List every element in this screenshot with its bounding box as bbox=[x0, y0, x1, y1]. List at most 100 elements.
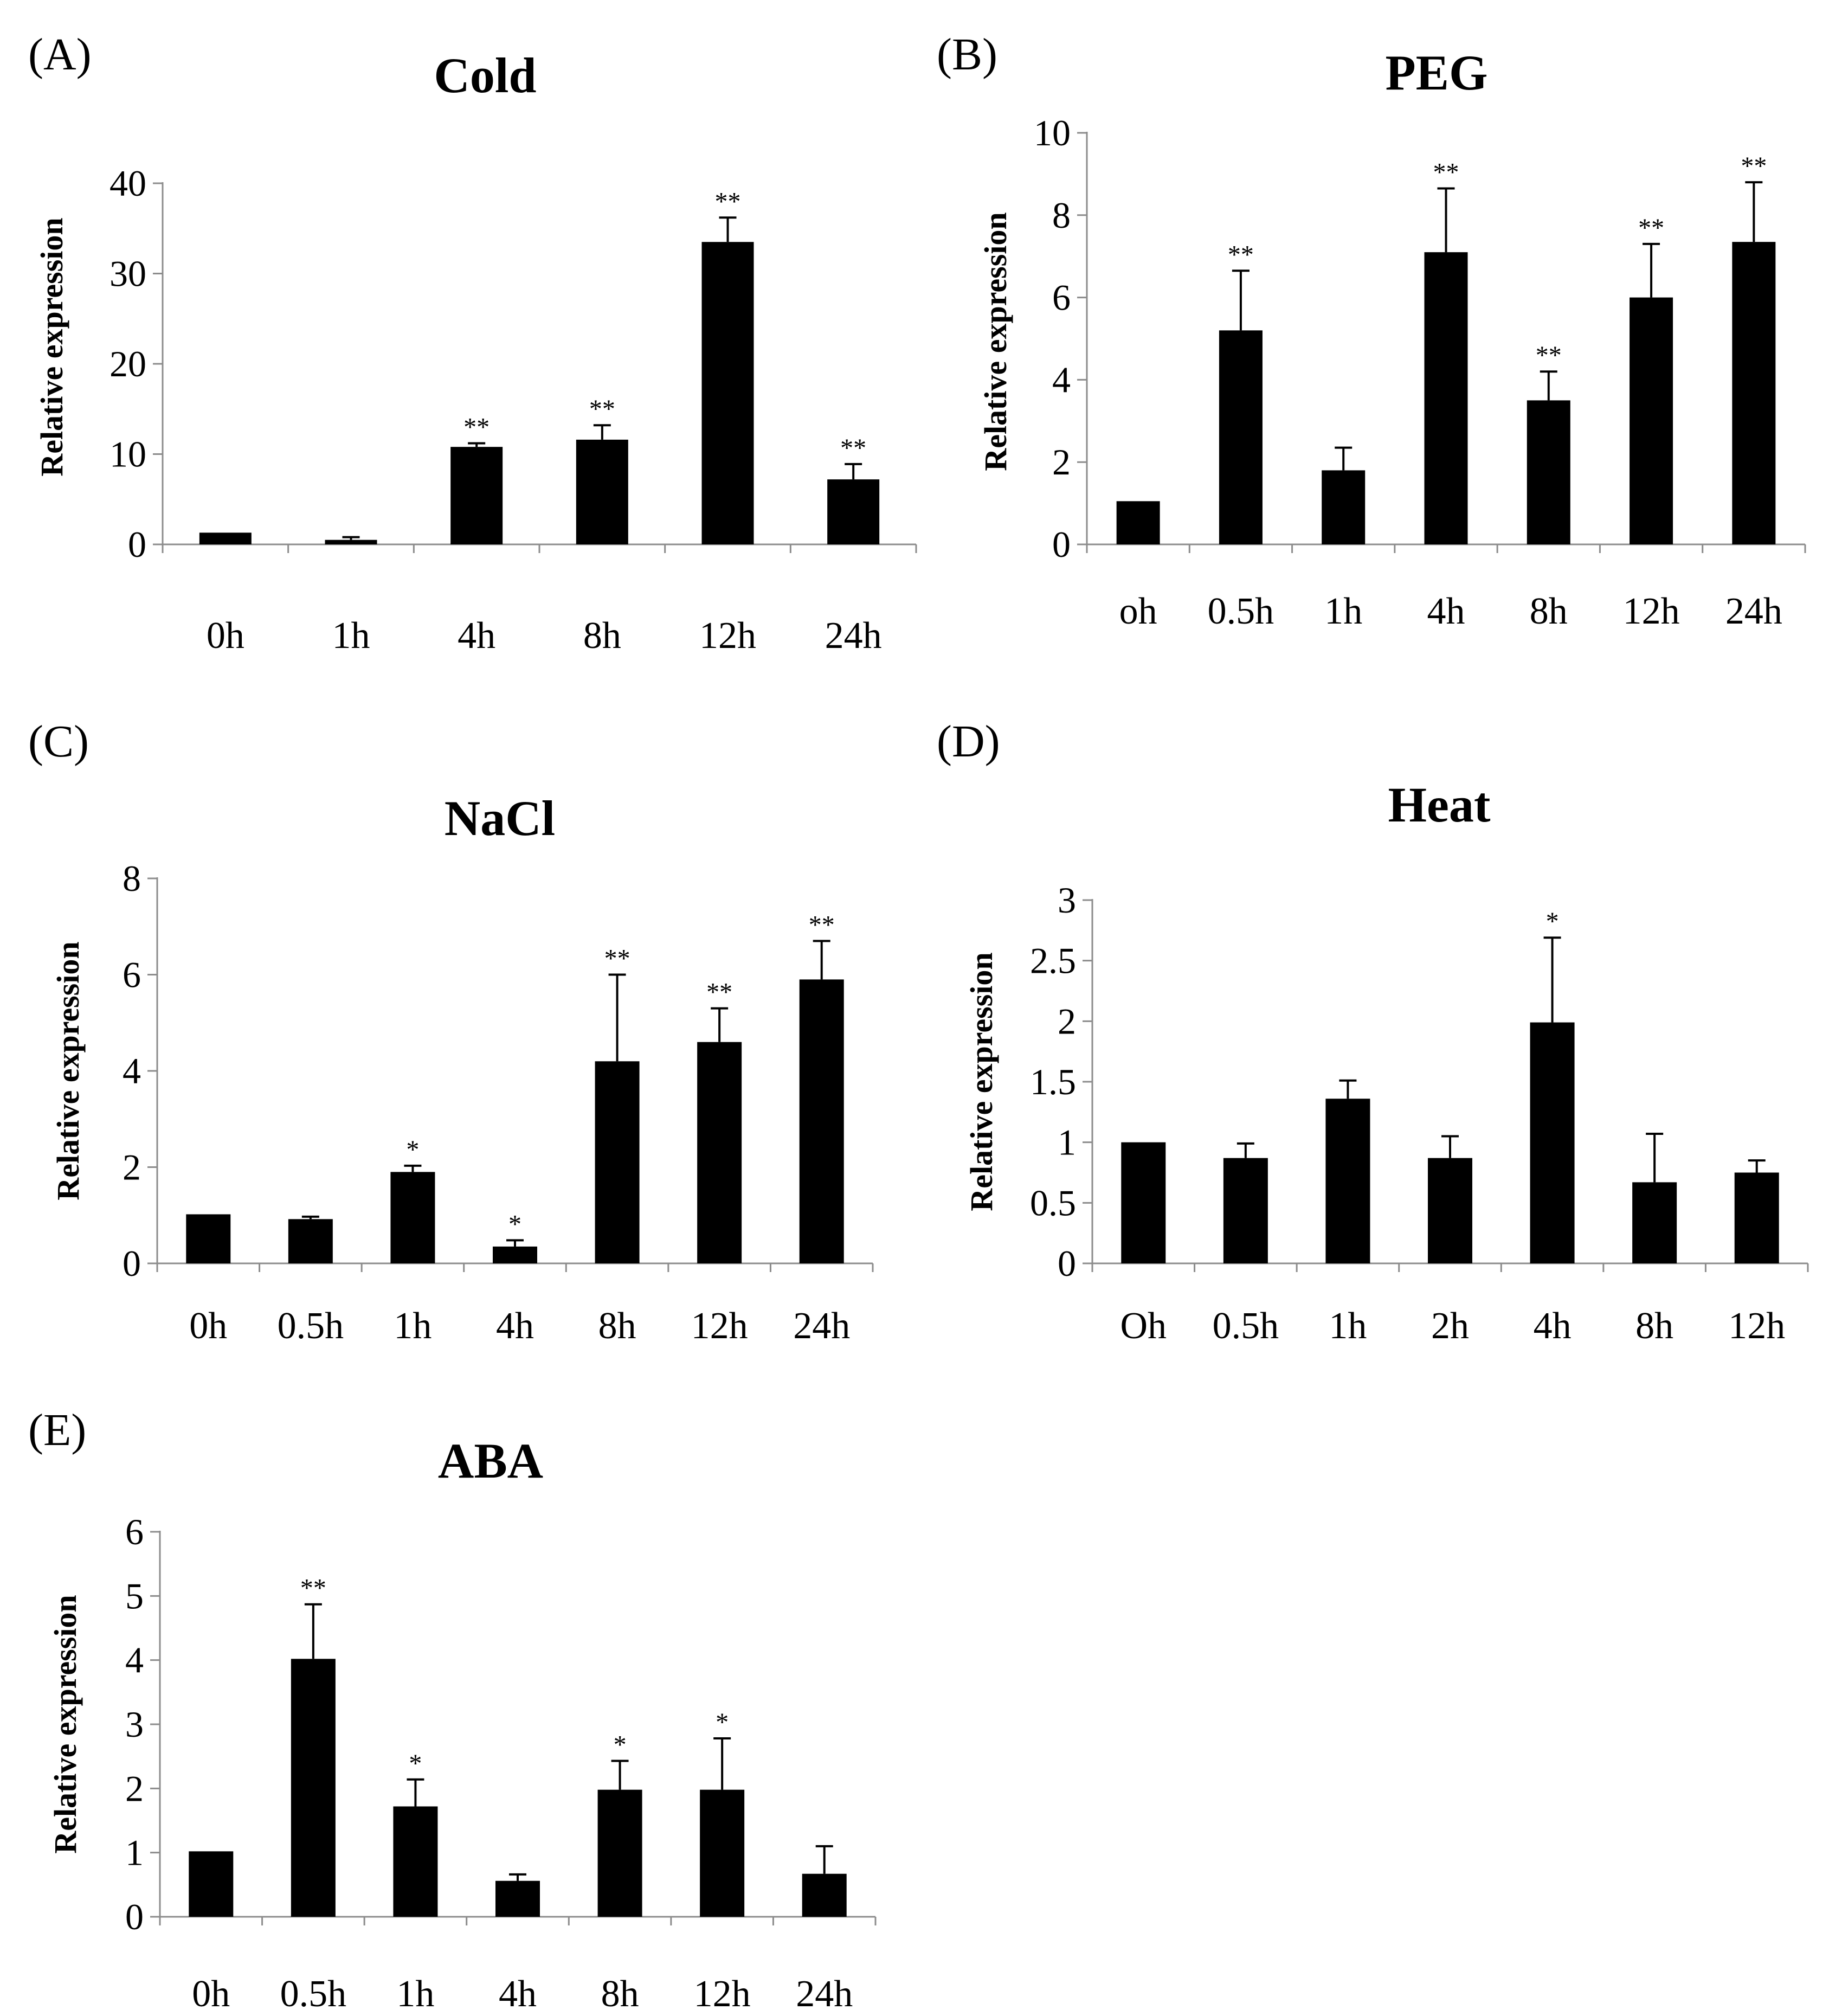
significance-marker: * bbox=[716, 1708, 729, 1737]
y-tick-label: 1 bbox=[1058, 1122, 1076, 1163]
significance-marker: ** bbox=[300, 1574, 326, 1603]
x-tick-label: 24h bbox=[1725, 590, 1782, 632]
y-tick-label: 10 bbox=[1034, 112, 1071, 153]
panel-peg: (B) PEG Relative expression 0 2 4 6 8 10 oh ** 0.5h… bbox=[937, 29, 1806, 632]
bar-0.5h bbox=[291, 1659, 336, 1917]
significance-marker: * bbox=[614, 1730, 627, 1759]
y-axis-label: Relative expression bbox=[50, 941, 86, 1200]
x-tick-label: 12h bbox=[1728, 1305, 1785, 1347]
x-tick-label: 12h bbox=[699, 615, 756, 657]
y-tick-label: 8 bbox=[1052, 195, 1071, 236]
y-tick-label: 20 bbox=[110, 343, 146, 384]
significance-marker: * bbox=[508, 1210, 521, 1238]
x-tick-label: 0h bbox=[189, 1305, 227, 1347]
y-tick-label: 2 bbox=[125, 1768, 144, 1809]
significance-marker: ** bbox=[589, 395, 615, 423]
panel-cold: (A) Cold Relative expression 0 10 20 30 40 0h 1h *… bbox=[28, 29, 917, 657]
x-tick-label: 8h bbox=[598, 1305, 636, 1347]
bar-24h bbox=[799, 979, 844, 1263]
bar-4h bbox=[450, 447, 503, 544]
bar-8h bbox=[1527, 400, 1570, 544]
significance-marker: ** bbox=[604, 945, 630, 973]
x-tick-label: oh bbox=[1119, 590, 1157, 632]
panel-label: (C) bbox=[28, 716, 89, 767]
x-tick-label: 12h bbox=[1623, 590, 1680, 632]
y-tick-label: 1 bbox=[125, 1832, 144, 1873]
chart-title: ABA bbox=[438, 1433, 543, 1488]
significance-marker: ** bbox=[1536, 341, 1562, 370]
y-tick-label: 0 bbox=[128, 524, 146, 565]
bar-4h bbox=[493, 1246, 537, 1263]
bar-4h bbox=[1424, 252, 1468, 544]
y-tick-label: 3 bbox=[1058, 879, 1076, 921]
significance-marker: ** bbox=[706, 978, 732, 1007]
x-tick-label: 24h bbox=[796, 1973, 853, 2015]
y-tick-label: 4 bbox=[125, 1640, 144, 1681]
y-tick-label: 0.5 bbox=[1030, 1182, 1076, 1223]
x-tick-label: 1h bbox=[332, 615, 370, 657]
y-tick-label: 0 bbox=[1052, 524, 1071, 565]
y-tick-label: 30 bbox=[110, 253, 146, 294]
bar-1h bbox=[393, 1806, 438, 1917]
y-axis-label: Relative expression bbox=[34, 217, 69, 476]
y-tick-label: 4 bbox=[1052, 359, 1071, 400]
bar-8h bbox=[595, 1061, 640, 1263]
significance-marker: ** bbox=[1433, 158, 1459, 187]
y-tick-label: 40 bbox=[110, 163, 146, 204]
y-tick-label: 6 bbox=[125, 1511, 144, 1552]
panel-heat: (D) Heat Relative expression 0 0.5 1 1.5 2 2.5 3 O… bbox=[937, 716, 1809, 1347]
y-tick-label: 3 bbox=[125, 1704, 144, 1745]
bar-0h bbox=[199, 532, 252, 544]
x-tick-label: 0.5h bbox=[1213, 1305, 1279, 1347]
chart-title: Heat bbox=[1388, 777, 1490, 832]
y-tick-label: 2 bbox=[1058, 1000, 1076, 1042]
y-axis-label: Relative expression bbox=[978, 212, 1013, 471]
panel-nacl: (C) NaCl Relative expression 0 2 4 6 8 0h 0.5h * 1h… bbox=[28, 716, 874, 1347]
chart-title: PEG bbox=[1385, 45, 1487, 100]
chart-title: NaCl bbox=[445, 791, 555, 846]
bar-0.5h bbox=[288, 1219, 333, 1263]
bar-12h bbox=[1630, 297, 1673, 544]
bar-24h bbox=[802, 1873, 847, 1917]
x-tick-label: 4h bbox=[458, 615, 495, 657]
significance-marker: ** bbox=[715, 187, 741, 216]
y-axis-label: Relative expression bbox=[964, 952, 999, 1211]
bar-4h bbox=[1530, 1022, 1575, 1263]
significance-marker: ** bbox=[809, 910, 835, 939]
y-tick-label: 10 bbox=[110, 434, 146, 475]
bar-1h bbox=[1325, 1099, 1370, 1263]
y-tick-label: 8 bbox=[123, 858, 141, 899]
bar-8h bbox=[576, 439, 628, 544]
x-tick-label: 4h bbox=[496, 1305, 534, 1347]
x-tick-label: 12h bbox=[694, 1973, 751, 2015]
x-tick-label: 8h bbox=[583, 615, 621, 657]
x-tick-label: 0h bbox=[192, 1973, 230, 2015]
bar-oh bbox=[1116, 501, 1160, 544]
significance-marker: * bbox=[406, 1135, 419, 1164]
x-tick-label: 0.5h bbox=[278, 1305, 344, 1347]
y-tick-label: 2 bbox=[1052, 441, 1071, 483]
significance-marker: ** bbox=[1638, 214, 1664, 242]
significance-marker: * bbox=[1546, 907, 1559, 936]
significance-marker: ** bbox=[1228, 240, 1254, 269]
x-tick-label: 1h bbox=[396, 1973, 434, 2015]
x-tick-label: 8h bbox=[601, 1973, 639, 2015]
bar-0.5h bbox=[1219, 330, 1263, 544]
x-tick-label: 1h bbox=[1324, 590, 1362, 632]
bar-1h bbox=[1322, 470, 1366, 544]
bar-0h bbox=[186, 1214, 231, 1263]
bar-1h bbox=[390, 1172, 435, 1263]
y-tick-label: 2 bbox=[123, 1147, 141, 1188]
bar-12h bbox=[1734, 1172, 1779, 1263]
x-tick-label: 4h bbox=[499, 1973, 537, 2015]
panel-label: (B) bbox=[937, 29, 997, 80]
bar-8h bbox=[1632, 1182, 1677, 1263]
bar-0.5h bbox=[1223, 1158, 1268, 1263]
bar-24h bbox=[1732, 242, 1776, 544]
x-tick-label: Oh bbox=[1120, 1305, 1167, 1347]
y-tick-label: 0 bbox=[1058, 1243, 1076, 1284]
x-tick-label: 0h bbox=[207, 615, 244, 657]
x-tick-label: 0.5h bbox=[1208, 590, 1274, 632]
y-tick-label: 0 bbox=[123, 1243, 141, 1284]
